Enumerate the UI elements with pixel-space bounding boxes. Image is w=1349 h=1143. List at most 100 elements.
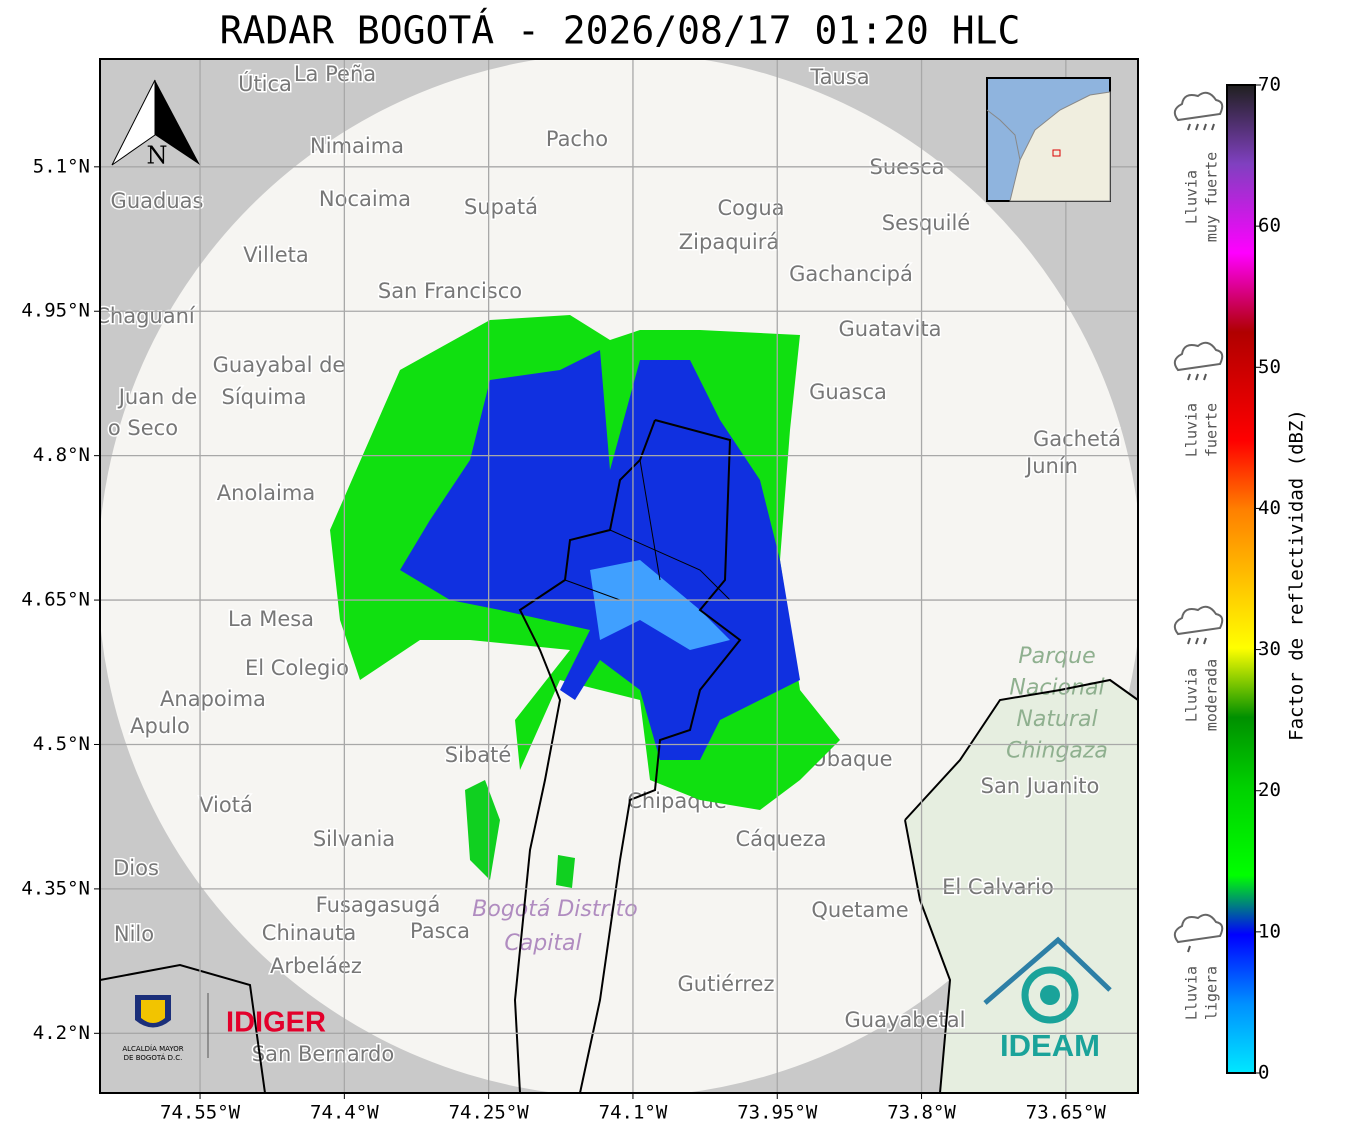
- place-labels: Útica La Peña Tausa Pacho Nimaima Guaduas Noca…: [95, 61, 1123, 1068]
- boundaries: [100, 419, 1138, 1093]
- colorbar-ramp: [1226, 84, 1256, 1074]
- colorbar-label: Factor de reflectividad (dBZ): [1286, 409, 1308, 741]
- rain-icon: [1173, 605, 1224, 636]
- rain-drop: [1195, 637, 1199, 645]
- rain-category: Lluvia muy fuerte: [1173, 91, 1224, 242]
- place-label: Gachancipá: [789, 262, 913, 286]
- place-label: El Calvario: [942, 875, 1054, 899]
- rain-drop: [1211, 123, 1215, 131]
- place-label: Viotá: [199, 793, 253, 817]
- area-label: Capital: [504, 931, 581, 956]
- place-label: La Mesa: [228, 607, 314, 631]
- place-label: Villeta: [243, 243, 308, 267]
- grid: [100, 59, 1138, 1093]
- place-label: Sibaté: [445, 743, 512, 767]
- x-tick-label: 74.25°W: [449, 1102, 530, 1124]
- inset-map: [986, 77, 1111, 202]
- x-tick-label: 73.8°W: [887, 1102, 956, 1124]
- colorbar-tick-label: 70: [1258, 74, 1281, 96]
- place-label: Pasca: [410, 919, 470, 943]
- radar-echoes: [330, 315, 840, 888]
- rain-category: Lluvia moderada: [1173, 605, 1224, 731]
- echo-moderate: [400, 350, 800, 760]
- area-label: Natural: [1016, 707, 1097, 732]
- rain-drop: [1187, 945, 1191, 953]
- place-label: Gutiérrez: [678, 972, 775, 996]
- place-label: Arbeláez: [270, 954, 362, 978]
- echo-small: [465, 780, 575, 888]
- place-label: San Juanito: [981, 774, 1100, 798]
- colorbar-tick-label: 60: [1258, 215, 1281, 237]
- rain-category-label: ligera: [1203, 966, 1221, 1020]
- y-tick-label: 5.1°N: [33, 155, 90, 177]
- place-label: Fusagasugá: [316, 893, 441, 917]
- place-label: Anapoima: [160, 687, 266, 711]
- north-arrow: N: [111, 79, 200, 170]
- place-label: Guayabal de: [213, 353, 346, 377]
- area-label: Parque: [1018, 644, 1095, 669]
- place-label: El Colegio: [245, 656, 349, 680]
- place-label: Tausa: [809, 65, 869, 89]
- place-label: San Francisco: [378, 279, 522, 303]
- place-label: Juan de: [117, 385, 198, 409]
- rain-drop: [1187, 123, 1191, 131]
- place-label: Guasca: [809, 380, 887, 404]
- place-label: Pacho: [546, 127, 608, 151]
- north-label: N: [147, 142, 168, 170]
- rain-icon: [1173, 341, 1224, 372]
- y-tick-label: 4.8°N: [33, 444, 90, 466]
- place-label: Síquima: [222, 385, 307, 409]
- place-label: Silvania: [313, 827, 395, 851]
- y-tick-label: 4.5°N: [33, 733, 90, 755]
- place-label: Sesquilé: [882, 211, 970, 235]
- title: RADAR BOGOTÁ - 2026/08/17 01:20 HLC: [220, 9, 1021, 53]
- rain-drop: [1195, 373, 1199, 381]
- place-label: Chaguaní: [95, 304, 196, 328]
- alcaldia-line: ALCALDÍA MAYOR: [122, 1044, 183, 1053]
- rain-category-label: Lluvia: [1183, 170, 1201, 224]
- colorbar-tick-label: 30: [1258, 638, 1281, 660]
- idiger-logo: IDIGER: [226, 1007, 326, 1039]
- rain-category: Lluvia ligera: [1173, 913, 1224, 1020]
- place-label: La Peña: [294, 62, 376, 86]
- rain-category-label: moderada: [1203, 659, 1221, 731]
- colorbar-tick-label: 20: [1258, 779, 1281, 801]
- rain-icon: [1173, 91, 1224, 122]
- x-tick-label: 74.4°W: [310, 1102, 379, 1124]
- place-label: Nocaima: [319, 187, 411, 211]
- place-label: Útica: [238, 71, 292, 96]
- y-tick-label: 4.65°N: [21, 589, 90, 611]
- place-label: Apulo: [130, 714, 190, 738]
- rain-drop: [1187, 373, 1191, 381]
- place-label: Guaduas: [111, 189, 204, 213]
- x-tick-label: 73.95°W: [737, 1102, 818, 1124]
- rain-drop: [1195, 123, 1199, 131]
- place-label: Quetame: [811, 898, 908, 922]
- rain-category-label: Lluvia: [1183, 966, 1201, 1020]
- rain-drop: [1203, 123, 1207, 131]
- echo-light: [590, 560, 730, 650]
- x-tick-label: 73.65°W: [1026, 1102, 1107, 1124]
- place-label: o Seco: [108, 416, 178, 440]
- place-label: Cáqueza: [736, 827, 827, 851]
- colorbar-tick-label: 40: [1258, 497, 1281, 519]
- place-label: Nimaima: [310, 134, 404, 158]
- rain-category-label: Lluvia: [1183, 668, 1201, 722]
- place-label: Dios: [113, 856, 159, 880]
- place-label: San Bernardo: [252, 1042, 394, 1066]
- area-label: Bogotá Distrito: [472, 897, 637, 922]
- rain-category-label: muy fuerte: [1203, 152, 1221, 242]
- park-area: [905, 680, 1138, 1093]
- colorbar-tick-label: 10: [1258, 920, 1281, 942]
- x-tick-label: 74.55°W: [160, 1102, 241, 1124]
- colorbar-tick-label: 50: [1258, 356, 1281, 378]
- y-tick-label: 4.35°N: [21, 877, 90, 899]
- map: Útica La Peña Tausa Pacho Nimaima Guaduas Noca…: [95, 59, 1138, 1093]
- logos: ALCALDÍA MAYOR DE BOGOTÁ D.C. IDIGER IDE…: [122, 936, 1112, 1063]
- ideam-logo: IDEAM: [1000, 1028, 1100, 1063]
- place-label: Gachetá: [1033, 427, 1121, 451]
- rain-category: Lluvia fuerte: [1173, 341, 1224, 457]
- place-label: Guatavita: [839, 317, 942, 341]
